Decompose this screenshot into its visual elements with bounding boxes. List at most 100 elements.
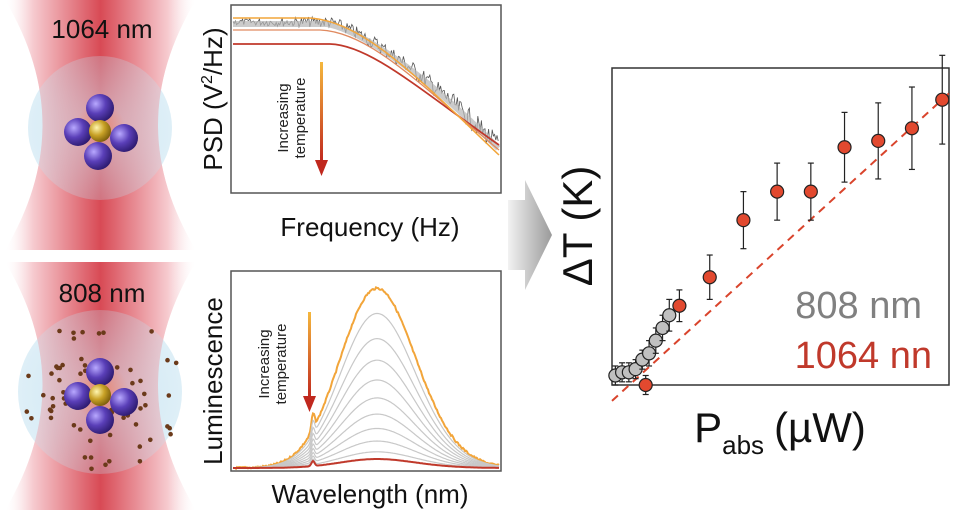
psd-temperature-arrow-shaft <box>320 62 323 162</box>
lum-frame <box>230 270 502 472</box>
dot <box>88 455 94 460</box>
laser-808-label: 808 nm <box>59 278 146 308</box>
dot <box>60 362 65 368</box>
psd-arrow-text-1: Increasing <box>275 83 292 152</box>
flow-arrow <box>508 180 552 290</box>
laser-1064-label: 1064 nm <box>51 14 152 44</box>
dot <box>49 371 54 376</box>
main-chart-ylabel: ΔT (K) <box>554 166 601 287</box>
dot <box>80 329 85 335</box>
dot <box>114 365 120 370</box>
luminescence-panel: Increasing temperature Luminescence Wave… <box>198 270 502 509</box>
psd-temperature-arrow-head <box>315 160 328 176</box>
dot <box>71 336 77 341</box>
dot <box>96 331 102 336</box>
data-point-1064 <box>736 213 751 228</box>
dot <box>168 431 173 437</box>
dot <box>29 416 34 421</box>
lum-temperature-arrow-shaft <box>308 312 311 398</box>
dot <box>166 393 172 398</box>
dot <box>71 423 77 428</box>
main-chart-xlabel: Pabs (µW) <box>694 404 866 460</box>
dot <box>173 360 179 366</box>
data-point-1064 <box>770 184 785 199</box>
dot <box>89 466 94 472</box>
spectrum-curve <box>232 286 500 471</box>
dot <box>137 444 143 449</box>
dot <box>138 378 143 384</box>
legend-1064: 1064 nn <box>795 335 932 377</box>
psd-ylabel: PSD (V2/Hz) <box>198 27 228 170</box>
dot <box>78 371 83 377</box>
psd-noise-band <box>233 21 501 151</box>
psd-panel: Increasing temperature PSD (V2/Hz) Frequ… <box>198 4 502 242</box>
dot <box>130 380 135 386</box>
dot <box>149 329 154 334</box>
data-point-1064 <box>904 121 920 136</box>
laser-808-illustration: 808 nm <box>5 262 196 510</box>
dot <box>79 356 84 362</box>
data-point-1064 <box>837 140 852 155</box>
lum-ylabel: Luminescence <box>198 297 228 465</box>
dot <box>101 330 106 336</box>
data-point-1064 <box>672 298 687 313</box>
dot <box>107 459 112 464</box>
dot <box>71 330 76 336</box>
dot <box>50 404 56 409</box>
dot <box>167 425 172 431</box>
psd-curve-mid <box>233 29 500 151</box>
dot <box>142 391 147 397</box>
dot <box>103 462 108 468</box>
spectrum-curve <box>233 312 500 469</box>
dot <box>50 395 55 401</box>
data-point-1064 <box>871 133 886 149</box>
dot <box>143 403 148 408</box>
data-point-1064 <box>702 270 717 285</box>
dot <box>107 432 113 438</box>
laser-1064-illustration: 1064 nm <box>5 0 196 250</box>
legend-808: 808 nm <box>795 285 922 327</box>
dot <box>57 328 62 334</box>
dot <box>57 377 62 383</box>
dot <box>78 427 83 432</box>
dot <box>148 437 153 443</box>
lum-temperature-arrow-head <box>303 396 316 412</box>
dot <box>88 438 93 444</box>
psd-frame <box>230 4 502 194</box>
dot <box>48 408 54 414</box>
dot <box>26 373 31 379</box>
dot <box>137 459 143 464</box>
dot <box>82 455 88 460</box>
psd-curve-cold <box>233 17 500 156</box>
dot <box>133 422 139 427</box>
spectrum-curve <box>233 458 499 469</box>
dot <box>48 415 54 421</box>
dot <box>165 357 170 363</box>
nanoparticle-808 <box>64 358 138 434</box>
psd-arrow-text-2: temperature <box>292 78 309 159</box>
lum-xlabel: Wavelength (nm) <box>272 479 469 509</box>
data-point-1064 <box>638 377 653 393</box>
data-point-808 <box>655 320 670 336</box>
psd-curve-hot <box>233 43 500 146</box>
psd-xlabel: Frequency (Hz) <box>280 212 459 242</box>
dot <box>128 367 133 373</box>
dot <box>121 415 126 421</box>
dot <box>41 392 46 398</box>
dot <box>54 364 59 369</box>
dot <box>24 409 30 414</box>
lum-arrow-text-2: temperature <box>273 324 290 405</box>
dot <box>138 406 143 411</box>
fit-line <box>611 92 950 402</box>
dot <box>82 363 88 368</box>
main-chart: ΔT (K) Pabs (µW) 808 nm 1064 nn <box>554 54 950 460</box>
data-point-1064 <box>935 92 950 107</box>
chart-marks <box>608 54 950 402</box>
data-point-1064 <box>803 184 818 199</box>
luminescence-spectra <box>232 286 500 471</box>
nanoparticle-1064 <box>64 94 138 170</box>
data-point-808 <box>662 308 677 323</box>
lum-arrow-text-1: Increasing <box>256 329 273 398</box>
